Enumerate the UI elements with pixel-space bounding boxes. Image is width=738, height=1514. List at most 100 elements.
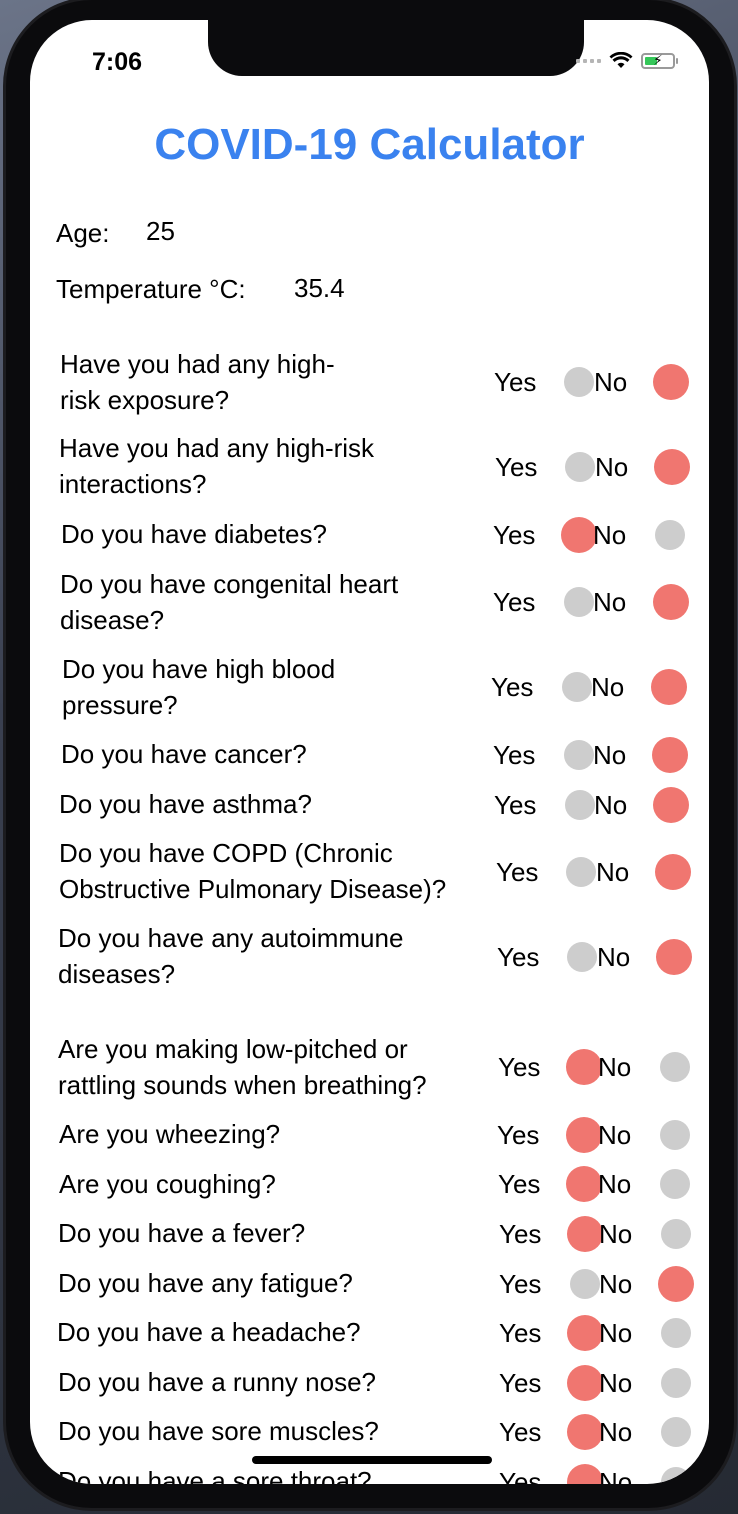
no-radio[interactable] (660, 1169, 690, 1199)
yes-label: Yes (499, 1368, 542, 1398)
no-label: No (596, 857, 630, 887)
yes-radio[interactable] (566, 857, 596, 887)
yes-radio[interactable] (564, 367, 594, 397)
yes-radio[interactable] (567, 1315, 603, 1351)
question-text: Have you had any high-risk interactions? (59, 433, 375, 499)
yes-label: Yes (493, 587, 536, 617)
yes-radio[interactable] (565, 790, 595, 820)
question-text: Are you making low-pitched or rattling so… (58, 1034, 427, 1100)
wifi-icon (609, 52, 633, 68)
no-label: No (599, 1219, 633, 1249)
question-text: Do you have any fatigue? (58, 1268, 353, 1298)
no-label: No (598, 1169, 632, 1199)
question-text: Are you wheezing? (59, 1119, 281, 1149)
temperature-label: Temperature °C: (56, 274, 246, 304)
yes-radio[interactable] (570, 1269, 600, 1299)
yes-radio[interactable] (564, 740, 594, 770)
question-text: Do you have asthma? (59, 789, 312, 819)
no-radio[interactable] (661, 1368, 691, 1398)
no-radio[interactable] (660, 1052, 690, 1082)
yes-label: Yes (491, 672, 534, 702)
yes-radio[interactable] (561, 517, 597, 553)
question-text: Are you coughing? (59, 1169, 276, 1199)
yes-label: Yes (499, 1219, 542, 1249)
no-radio[interactable] (655, 520, 685, 550)
no-radio[interactable] (661, 1417, 691, 1447)
cellular-signal-icon (576, 59, 601, 63)
age-label: Age: (56, 218, 110, 248)
no-label: No (591, 672, 625, 702)
no-radio[interactable] (661, 1318, 691, 1348)
temperature-input[interactable]: 35.4 (294, 273, 345, 303)
page-title: COVID-19 Calculator (154, 120, 585, 169)
yes-radio[interactable] (566, 1166, 602, 1202)
no-label: No (598, 1052, 632, 1082)
age-input[interactable]: 25 (146, 216, 175, 246)
no-radio[interactable] (654, 449, 690, 485)
yes-radio[interactable] (567, 942, 597, 972)
no-radio[interactable] (653, 584, 689, 620)
question-text: Do you have COPD (Chronic Obstructive Pul… (59, 838, 447, 904)
question-text: Do you have any autoimmune diseases? (58, 923, 404, 989)
yes-radio[interactable] (567, 1216, 603, 1252)
yes-radio[interactable] (567, 1365, 603, 1401)
no-label: No (599, 1417, 633, 1447)
yes-radio[interactable] (567, 1414, 603, 1450)
question-text: Do you have sore muscles? (58, 1416, 379, 1446)
yes-label: Yes (499, 1417, 542, 1447)
no-label: No (595, 452, 629, 482)
no-label: No (593, 587, 627, 617)
no-radio[interactable] (658, 1266, 694, 1302)
question-text: Do you have cancer? (61, 739, 307, 769)
no-radio[interactable] (661, 1219, 691, 1249)
yes-label: Yes (494, 367, 537, 397)
no-radio[interactable] (651, 669, 687, 705)
yes-radio[interactable] (564, 587, 594, 617)
yes-radio[interactable] (565, 452, 595, 482)
no-label: No (599, 1269, 633, 1299)
yes-label: Yes (498, 1169, 541, 1199)
yes-label: Yes (496, 857, 539, 887)
no-radio[interactable] (652, 737, 688, 773)
yes-label: Yes (499, 1269, 542, 1299)
no-label: No (594, 790, 628, 820)
no-radio[interactable] (656, 939, 692, 975)
no-radio[interactable] (653, 364, 689, 400)
battery-charging-icon: ⚡ (641, 52, 678, 69)
question-text: Do you have congenital heart disease? (60, 569, 399, 635)
yes-label: Yes (497, 942, 540, 972)
question-text: Do you have a runny nose? (58, 1367, 376, 1397)
yes-label: Yes (499, 1467, 542, 1484)
yes-label: Yes (498, 1052, 541, 1082)
question-text: Do you have diabetes? (61, 519, 327, 549)
yes-radio[interactable] (566, 1049, 602, 1085)
status-time: 7:06 (92, 48, 143, 76)
no-label: No (598, 1120, 632, 1150)
no-radio[interactable] (653, 787, 689, 823)
yes-label: Yes (493, 520, 536, 550)
no-label: No (599, 1318, 633, 1348)
no-radio[interactable] (660, 1120, 690, 1150)
question-text: Do you have a fever? (58, 1218, 306, 1248)
yes-label: Yes (499, 1318, 542, 1348)
no-radio[interactable] (661, 1467, 691, 1484)
no-label: No (597, 942, 631, 972)
question-text: Do you have a sore throat? (58, 1466, 372, 1484)
home-indicator (252, 1456, 492, 1464)
no-label: No (593, 740, 627, 770)
device-notch (208, 20, 584, 76)
no-radio[interactable] (655, 854, 691, 890)
yes-label: Yes (493, 740, 536, 770)
question-text: Do you have high blood pressure? (62, 654, 336, 720)
no-label: No (594, 367, 628, 397)
question-text: Have you had any high-risk exposure? (60, 349, 335, 415)
yes-label: Yes (494, 790, 537, 820)
yes-radio[interactable] (566, 1117, 602, 1153)
app-screen: 7:06 ⚡ COVID-19 Calculator Age: 25 Tempe… (30, 20, 709, 1484)
yes-label: Yes (497, 1120, 540, 1150)
yes-radio[interactable] (567, 1464, 603, 1484)
no-label: No (599, 1368, 633, 1398)
yes-radio[interactable] (562, 672, 592, 702)
phone-frame: 7:06 ⚡ COVID-19 Calculator Age: 25 Tempe… (6, 0, 734, 1508)
question-text: Do you have a headache? (57, 1317, 361, 1347)
